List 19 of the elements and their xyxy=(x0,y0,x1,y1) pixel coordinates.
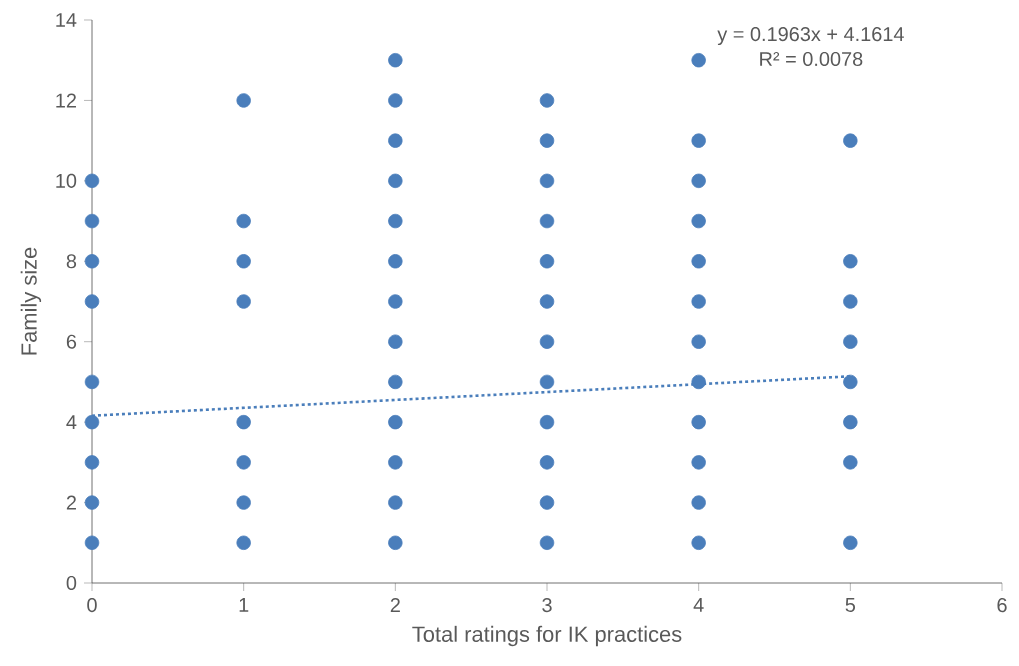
y-tick-label: 14 xyxy=(56,13,77,27)
x-tick-label: 4 xyxy=(693,598,704,612)
x-tick-label: 6 xyxy=(997,598,1007,613)
annotation: y = 0.1963x + 4.1614 xyxy=(717,27,904,46)
y-tick-label: 10 xyxy=(56,173,77,188)
x-tick-label: 2 xyxy=(390,598,400,612)
y-axis-title: Family size xyxy=(20,247,42,355)
y-tick-label: 12 xyxy=(56,93,76,108)
annotation: R² = 0.0078 xyxy=(760,51,863,67)
x-tick-label: 0 xyxy=(87,598,97,613)
y-tick-label: 6 xyxy=(66,334,77,349)
y-tick-label: 0 xyxy=(66,575,77,591)
y-tick-label: 2 xyxy=(66,495,76,510)
x-tick-label: 3 xyxy=(542,598,552,613)
y-tick-label: 4 xyxy=(66,415,77,429)
y-tick-label: 8 xyxy=(66,254,77,269)
x-tick-label: 5 xyxy=(845,598,856,612)
x-axis-title: Total ratings for IK practices xyxy=(412,625,682,647)
x-tick-label: 1 xyxy=(239,598,249,612)
